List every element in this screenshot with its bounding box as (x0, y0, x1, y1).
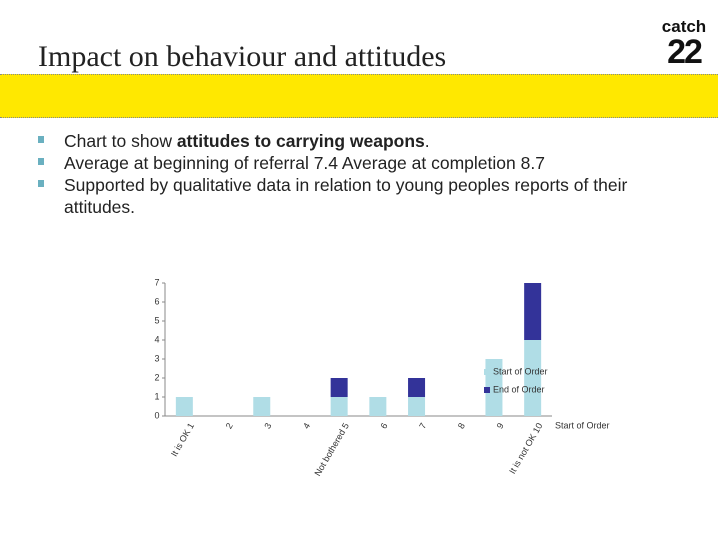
bullet-text: Average at beginning of referral 7.4 Ave… (64, 153, 545, 173)
logo-top: catch (661, 17, 707, 36)
legend-label: Start of Order (493, 366, 548, 376)
bullet: Chart to show attitudes to carrying weap… (36, 130, 676, 152)
x-tick-label: It is not OK 10 (507, 421, 544, 475)
bullet: Average at beginning of referral 7.4 Ave… (36, 152, 676, 174)
bullet-text: Chart to show (64, 131, 177, 151)
bar-segment (253, 397, 271, 416)
logo: catch 22 (660, 18, 708, 69)
bullet-text: Supported by qualitative data in relatio… (64, 175, 628, 217)
y-tick-label: 5 (154, 315, 159, 325)
legend-label: End of Order (493, 384, 545, 394)
bar-segment (524, 340, 542, 416)
x-tick-label: 7 (417, 421, 428, 430)
x-tick-label: 2 (224, 421, 235, 430)
x-tick-label: Not bothered 5 (313, 421, 351, 478)
logo-bottom: 22 (667, 33, 703, 71)
x-tick-label: 8 (456, 421, 467, 430)
y-tick-label: 2 (154, 372, 159, 382)
y-tick-label: 3 (154, 353, 159, 363)
title-band (0, 74, 718, 118)
y-tick-label: 1 (154, 391, 159, 401)
bar-segment (408, 378, 426, 397)
y-tick-label: 7 (154, 277, 159, 287)
bar-segment (330, 397, 348, 416)
x-tick-label: 3 (262, 421, 273, 430)
bar-segment (369, 397, 387, 416)
x-tick-label: 4 (301, 421, 312, 430)
bullet-text: . (424, 131, 430, 151)
x-tick-label: 6 (378, 421, 389, 430)
bar-segment (175, 397, 193, 416)
bullet-text: attitudes to carrying weapons (176, 131, 425, 151)
bar-segment (524, 283, 542, 340)
legend-swatch (484, 369, 490, 375)
bar-segment (330, 378, 348, 397)
x-tick-label: It is OK 1 (169, 421, 196, 458)
legend-swatch (484, 387, 490, 393)
y-tick-label: 6 (154, 296, 159, 306)
y-tick-label: 4 (154, 334, 159, 344)
bullet-list: Chart to show attitudes to carrying weap… (36, 130, 676, 218)
bullet: Supported by qualitative data in relatio… (36, 174, 676, 218)
slide-title: Impact on behaviour and attitudes (38, 40, 447, 73)
x-tick-label: 9 (495, 421, 506, 430)
annotation: Start of Order (555, 420, 610, 430)
y-tick-label: 0 (154, 410, 159, 420)
bar-segment (408, 397, 426, 416)
